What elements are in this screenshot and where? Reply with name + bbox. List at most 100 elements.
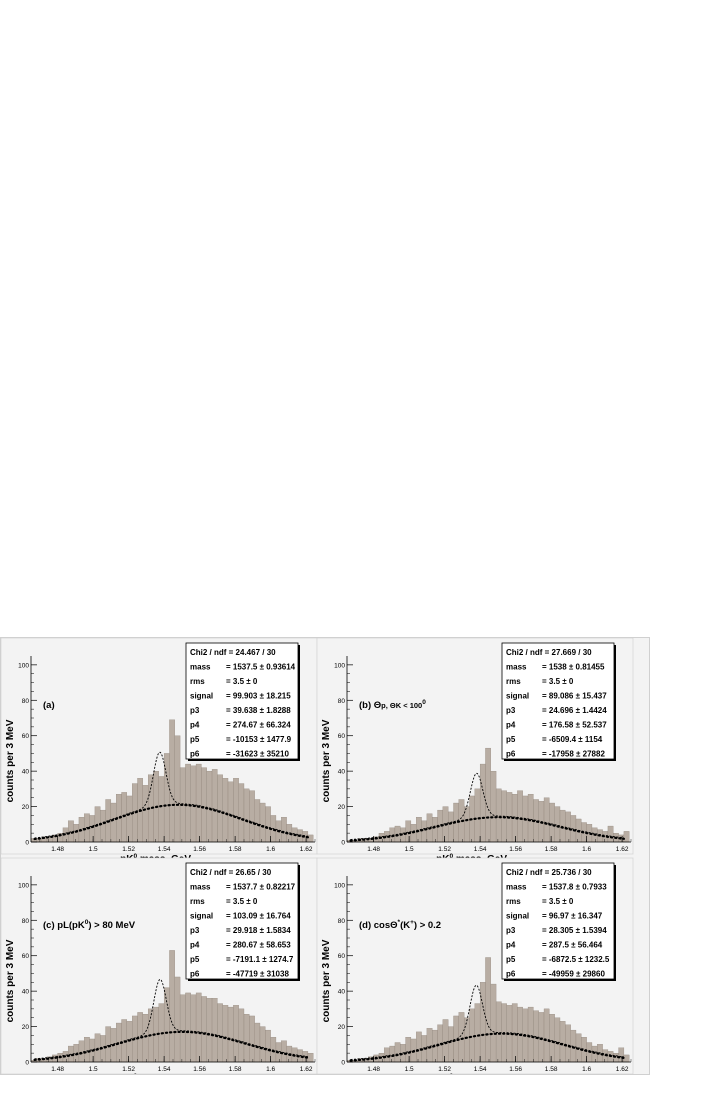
panel-0: 0 20 40 60 80 100 1.48 1.5 1.52 1.54 1.56 1.58 1.6 1.… (0, 637, 318, 865)
histogram-bar (142, 1014, 149, 1063)
stats-label: p5 (190, 735, 200, 744)
histogram-bar (185, 763, 191, 843)
stats-label: mass (506, 663, 527, 672)
histogram-bar (549, 1014, 555, 1063)
stats-label: signal (506, 692, 529, 701)
figure: 0 20 40 60 80 100 1.48 1.5 1.52 1.54 1.56 1.58 1.6 1.… (0, 637, 650, 1085)
histogram-bar (559, 809, 566, 843)
histogram-bar (463, 1017, 470, 1063)
stats-row: Chi2 / ndf = 26.65 / 30 (190, 868, 272, 877)
x-tick-label: 1.5 (405, 1066, 414, 1073)
stats-label: signal (506, 912, 529, 921)
y-axis-label: counts per 3 MeV (321, 939, 332, 1022)
stats-label: rms (190, 897, 205, 906)
histogram-bar (195, 992, 202, 1063)
x-tick-label: 1.58 (545, 846, 558, 853)
stats-label: p5 (506, 735, 516, 744)
histogram-bar (511, 1003, 518, 1063)
histogram-bar (527, 1006, 534, 1063)
histogram-bar (432, 817, 438, 843)
stats-value: = 3.5 ± 0 (226, 677, 258, 686)
histogram-bar (485, 747, 491, 843)
histogram-bar (249, 1015, 255, 1063)
panel-1: 0 20 40 60 80 100 1.48 1.5 1.52 1.54 1.56 1.58 1.6 1.… (316, 637, 634, 865)
y-tick-label: 60 (338, 953, 346, 960)
histogram-bar (479, 982, 486, 1063)
histogram-bar (405, 1037, 412, 1063)
x-tick-label: 1.56 (509, 846, 522, 853)
histogram-bar (169, 719, 175, 843)
histogram-bar (490, 983, 497, 1063)
panel-label: (a) (43, 700, 55, 711)
histogram-bar (474, 788, 481, 843)
stats-label: p4 (506, 941, 516, 950)
panel-label: (b) Θp, ΘK < 1000 (359, 699, 426, 711)
histogram-bar (142, 785, 149, 843)
histogram-bar (607, 825, 614, 843)
histogram-bar (249, 790, 255, 843)
fit-background-curve (349, 816, 625, 842)
stats-label: p6 (506, 750, 516, 759)
y-tick-label: 0 (25, 1060, 29, 1067)
x-tick-label: 1.58 (545, 1066, 558, 1073)
histogram-bar (110, 802, 117, 843)
fit-background-curve (33, 803, 309, 841)
x-tick-label: 1.6 (582, 846, 591, 853)
histogram-bar (281, 817, 287, 843)
x-tick-label: 1.48 (51, 846, 64, 853)
y-tick-label: 20 (338, 1024, 346, 1031)
y-tick-label: 100 (334, 662, 345, 669)
panel-2: 0 20 40 60 80 100 1.48 1.5 1.52 1.54 1.56 1.58 1.6 1.… (0, 857, 318, 1085)
y-axis-label: counts per 3 MeV (5, 939, 16, 1022)
stats-value: = -10153 ± 1477.9 (226, 735, 292, 744)
histogram-bar (217, 1003, 223, 1063)
histogram-bar (254, 1022, 261, 1063)
stats-value: = -6509.4 ± 1154 (542, 735, 603, 744)
stats-value: = -49959 ± 29860 (542, 970, 605, 979)
histogram-bar (421, 820, 428, 843)
stats-row: Chi2 / ndf = 25.736 / 30 (506, 868, 592, 877)
stats-value: = -17958 ± 27882 (542, 750, 605, 759)
histogram-bar (243, 1014, 250, 1063)
stats-label: p4 (190, 721, 200, 730)
histogram-bar (233, 1005, 239, 1063)
stats-label: p6 (190, 750, 200, 759)
panel-3: 0 20 40 60 80 100 1.48 1.5 1.52 1.54 1.56 1.58 1.6 1.… (316, 857, 634, 1085)
x-axis-label: pK0 mass, GeV (436, 1073, 507, 1074)
stats-label: rms (506, 677, 521, 686)
y-tick-label: 60 (22, 733, 30, 740)
histogram-bar (307, 1052, 314, 1063)
histogram-bar (195, 763, 202, 843)
histogram-bar (448, 811, 454, 843)
stats-box (185, 642, 299, 760)
stats-value: = 1537.5 ± 0.93614 (226, 663, 296, 672)
histogram-bar (394, 1042, 401, 1063)
stats-label: mass (506, 883, 527, 892)
histogram-bar (442, 1019, 449, 1063)
x-tick-label: 1.6 (266, 846, 275, 853)
histogram-bar (73, 824, 80, 843)
histogram-bar (174, 976, 181, 1063)
histogram-bar (389, 1045, 396, 1063)
histogram-bar (495, 1001, 502, 1063)
x-tick-label: 1.6 (582, 1066, 591, 1073)
x-tick-label: 1.56 (193, 846, 206, 853)
histogram-bar (100, 809, 106, 843)
stats-value: = -47719 ± 31038 (226, 970, 289, 979)
histogram-bar (126, 795, 133, 843)
fit-background-curve (33, 1030, 309, 1061)
histogram-bar (201, 996, 207, 1063)
histogram-bar (554, 806, 561, 843)
histogram-bar (238, 783, 245, 843)
histogram-bar (554, 1017, 561, 1063)
stats-label: mass (190, 663, 211, 672)
histogram-bar (254, 799, 261, 843)
histogram-bar (623, 1054, 630, 1063)
stats-value: = 1537.8 ± 0.7933 (542, 883, 607, 892)
stats-label: p4 (506, 721, 516, 730)
x-tick-label: 1.62 (616, 846, 629, 853)
x-tick-label: 1.54 (158, 846, 171, 853)
stats-value: = 39.638 ± 1.8288 (226, 706, 291, 715)
stats-row: Chi2 / ndf = 24.467 / 30 (190, 648, 276, 657)
histogram-bar (233, 778, 239, 843)
